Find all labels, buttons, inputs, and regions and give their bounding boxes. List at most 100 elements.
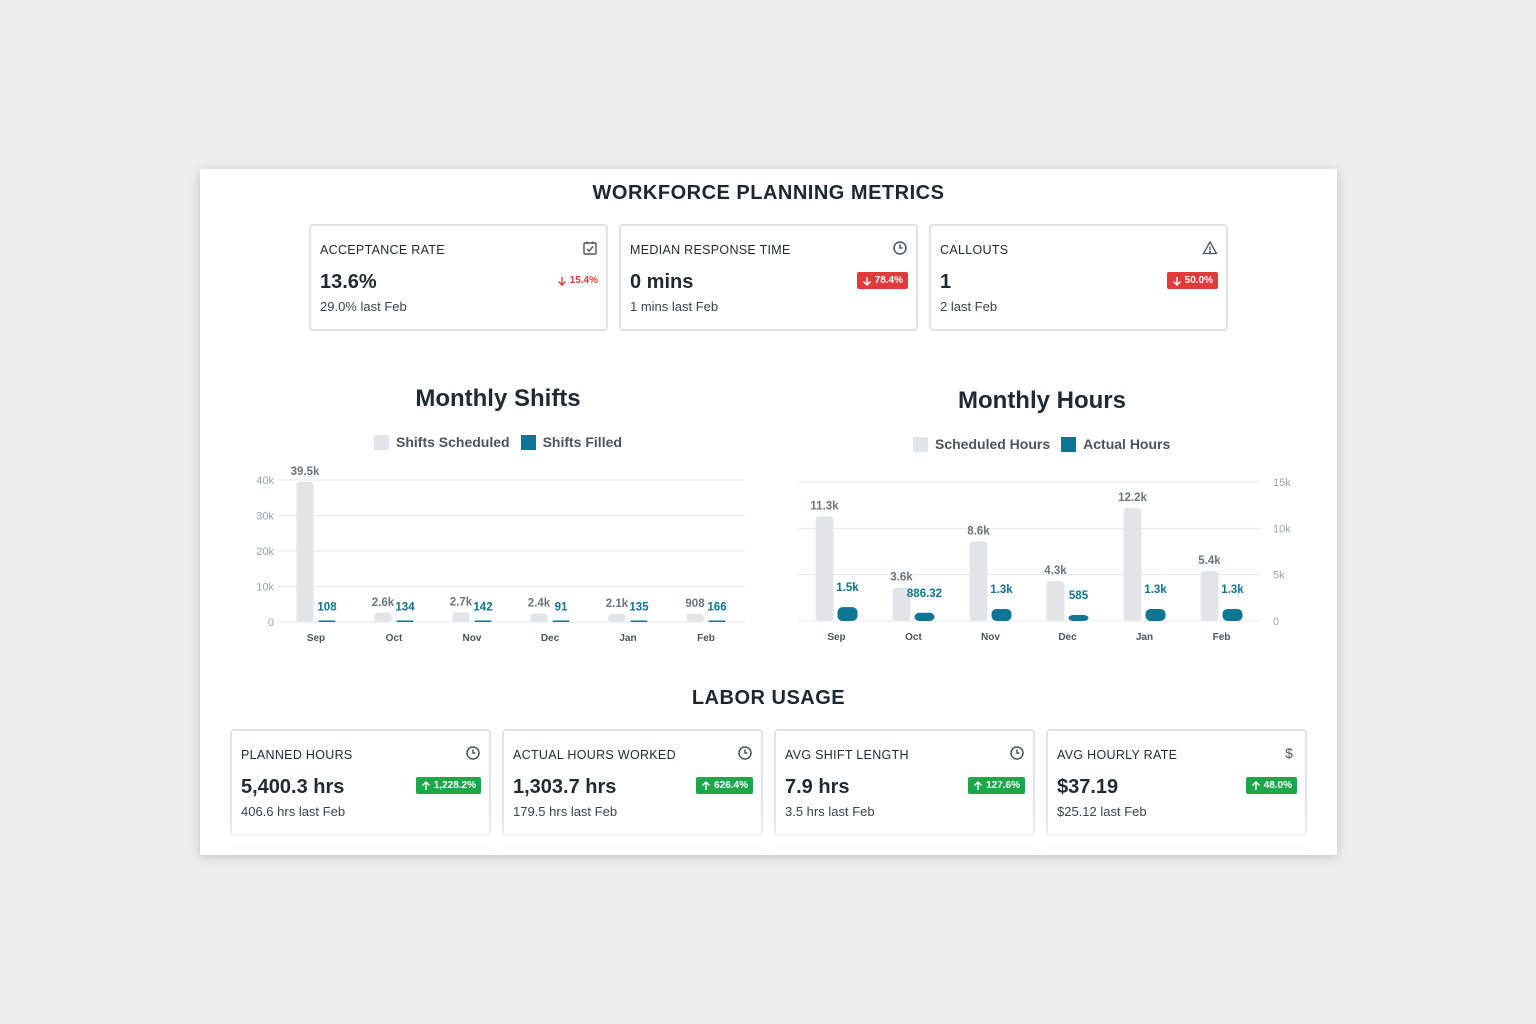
badge-text: 50.0%: [1184, 275, 1213, 286]
bar-actual-hours-nov[interactable]: [991, 608, 1012, 621]
bar-shifts-scheduled-dec[interactable]: [530, 613, 548, 622]
bar-shifts-filled-jan[interactable]: [630, 620, 648, 623]
y-tick-label: 20k: [256, 546, 274, 558]
median-response-time-card[interactable]: MEDIAN RESPONSE TIME 0 mins 78.4% 1 mins…: [619, 224, 918, 331]
bar-shifts-filled-oct[interactable]: [396, 620, 414, 623]
bar-scheduled-hours-nov[interactable]: [969, 541, 988, 621]
data-label: 1.5k: [836, 582, 859, 594]
arrow-down-icon: [1172, 276, 1181, 286]
monthly-shifts-title: Monthly Shifts: [415, 385, 581, 412]
monthly-hours-chart: 0 5k 10k 15k 11.3k 1.5k Sep 3.6k 886.32 Oct 8.6k 1.…: [798, 477, 1291, 643]
acceptance-rate-card[interactable]: ACCEPTANCE RATE 13.6% 15.4% 29.0% last F…: [309, 224, 608, 331]
calendar-check-icon: [583, 241, 597, 255]
card-value: 1,303.7 hrs: [513, 776, 617, 798]
card-value: 0 mins: [630, 271, 694, 293]
bar-shifts-scheduled-oct[interactable]: [374, 612, 392, 622]
y-tick-label: 0: [1273, 616, 1279, 628]
change-badge: 626.4%: [696, 777, 753, 794]
bar-shifts-scheduled-feb[interactable]: [686, 614, 704, 622]
legend-swatch: [1061, 436, 1077, 452]
card-sub: 2 last Feb: [940, 299, 998, 314]
arrow-up-icon: [1251, 780, 1260, 790]
legend-item-actual-hours[interactable]: Actual Hours: [1061, 436, 1170, 452]
x-tick-label: Nov: [463, 633, 482, 644]
clock-icon: [738, 746, 752, 760]
data-label: 108: [317, 602, 337, 614]
badge-text: 15.4%: [569, 275, 598, 286]
monthly-shifts-legend: Shifts Scheduled Shifts Filled: [374, 434, 633, 450]
legend-item-shifts-filled[interactable]: Shifts Filled: [520, 434, 622, 450]
data-label: 142: [473, 602, 492, 614]
bar-scheduled-hours-oct[interactable]: [892, 587, 911, 621]
clock-icon: [466, 746, 480, 760]
arrow-down-icon: [862, 276, 871, 286]
card-label: CALLOUTS: [940, 243, 1009, 257]
data-label: 8.6k: [967, 525, 990, 537]
legend-label: Shifts Filled: [542, 434, 622, 450]
bar-actual-hours-feb[interactable]: [1222, 608, 1243, 621]
bar-actual-hours-oct[interactable]: [914, 612, 935, 621]
monthly-hours-legend: Scheduled Hours Actual Hours: [913, 436, 1181, 452]
card-label: ACCEPTANCE RATE: [320, 243, 445, 257]
data-label: 2.4k: [528, 597, 551, 609]
bar-shifts-filled-sep[interactable]: [318, 620, 336, 623]
card-value: 7.9 hrs: [785, 776, 850, 798]
card-value: 1: [940, 271, 952, 293]
warning-icon: [1202, 240, 1218, 255]
bar-scheduled-hours-jan[interactable]: [1123, 507, 1142, 621]
change-badge: 50.0%: [1166, 272, 1218, 289]
x-tick-label: Jan: [1136, 632, 1153, 643]
change-badge: 48.0%: [1245, 777, 1297, 794]
bar-scheduled-hours-sep[interactable]: [815, 516, 834, 621]
bar-actual-hours-jan[interactable]: [1145, 608, 1166, 621]
bar-shifts-filled-nov[interactable]: [474, 620, 492, 623]
bar-shifts-scheduled-sep[interactable]: [296, 481, 314, 622]
callouts-card[interactable]: CALLOUTS 1 50.0% 2 last Feb: [929, 224, 1228, 331]
x-tick-label: Nov: [981, 632, 1000, 643]
data-label: 1.3k: [990, 584, 1013, 596]
arrow-up-icon: [421, 780, 430, 790]
y-tick-label: 15k: [1273, 477, 1291, 489]
legend-item-scheduled-hours[interactable]: Scheduled Hours: [913, 436, 1050, 452]
x-tick-label: Dec: [1058, 632, 1077, 643]
bar-actual-hours-dec[interactable]: [1068, 615, 1089, 621]
change-badge: 127.6%: [968, 777, 1025, 794]
data-label: 908: [685, 598, 705, 610]
bar-actual-hours-sep[interactable]: [837, 607, 858, 621]
dashboard-panel: WORKFORCE PLANNING METRICS ACCEPTANCE RA…: [200, 169, 1337, 855]
x-tick-label: Sep: [827, 632, 845, 643]
y-tick-label: 30k: [256, 511, 274, 523]
bar-shifts-scheduled-jan[interactable]: [608, 614, 626, 622]
data-label: 1.3k: [1144, 584, 1167, 596]
data-label: 11.3k: [810, 500, 839, 512]
data-label: 134: [395, 602, 415, 614]
legend-label: Scheduled Hours: [935, 436, 1051, 452]
y-tick-label: 10k: [256, 582, 274, 594]
legend-item-shifts-scheduled[interactable]: Shifts Scheduled: [374, 434, 510, 450]
y-tick-label: 40k: [256, 475, 274, 487]
data-label: 166: [707, 602, 726, 614]
arrow-up-icon: [974, 780, 983, 790]
data-label: 2.1k: [606, 598, 629, 610]
card-label: AVG HOURLY RATE: [1057, 748, 1178, 762]
labor-section-title: LABOR USAGE: [691, 687, 846, 709]
y-tick-label: 10k: [1273, 523, 1291, 535]
bar-shifts-filled-feb[interactable]: [708, 620, 726, 623]
bar-shifts-filled-dec[interactable]: [552, 620, 570, 623]
card-value: 5,400.3 hrs: [241, 776, 345, 798]
card-sub: 1 mins last Feb: [630, 299, 719, 314]
badge-text: 626.4%: [714, 780, 748, 791]
card-label: ACTUAL HOURS WORKED: [513, 748, 676, 762]
badge-text: 48.0%: [1263, 780, 1292, 791]
legend-label: Actual Hours: [1083, 436, 1171, 452]
x-tick-label: Dec: [541, 633, 560, 644]
clock-icon: [893, 241, 907, 255]
x-tick-label: Oct: [905, 632, 922, 643]
clock-icon: [1010, 746, 1024, 760]
card-value: 13.6%: [320, 271, 377, 293]
bar-scheduled-hours-feb[interactable]: [1200, 570, 1219, 621]
bar-shifts-scheduled-nov[interactable]: [452, 612, 470, 622]
change-badge: 78.4%: [856, 272, 908, 289]
x-tick-label: Sep: [307, 633, 325, 644]
bar-scheduled-hours-dec[interactable]: [1046, 581, 1065, 621]
